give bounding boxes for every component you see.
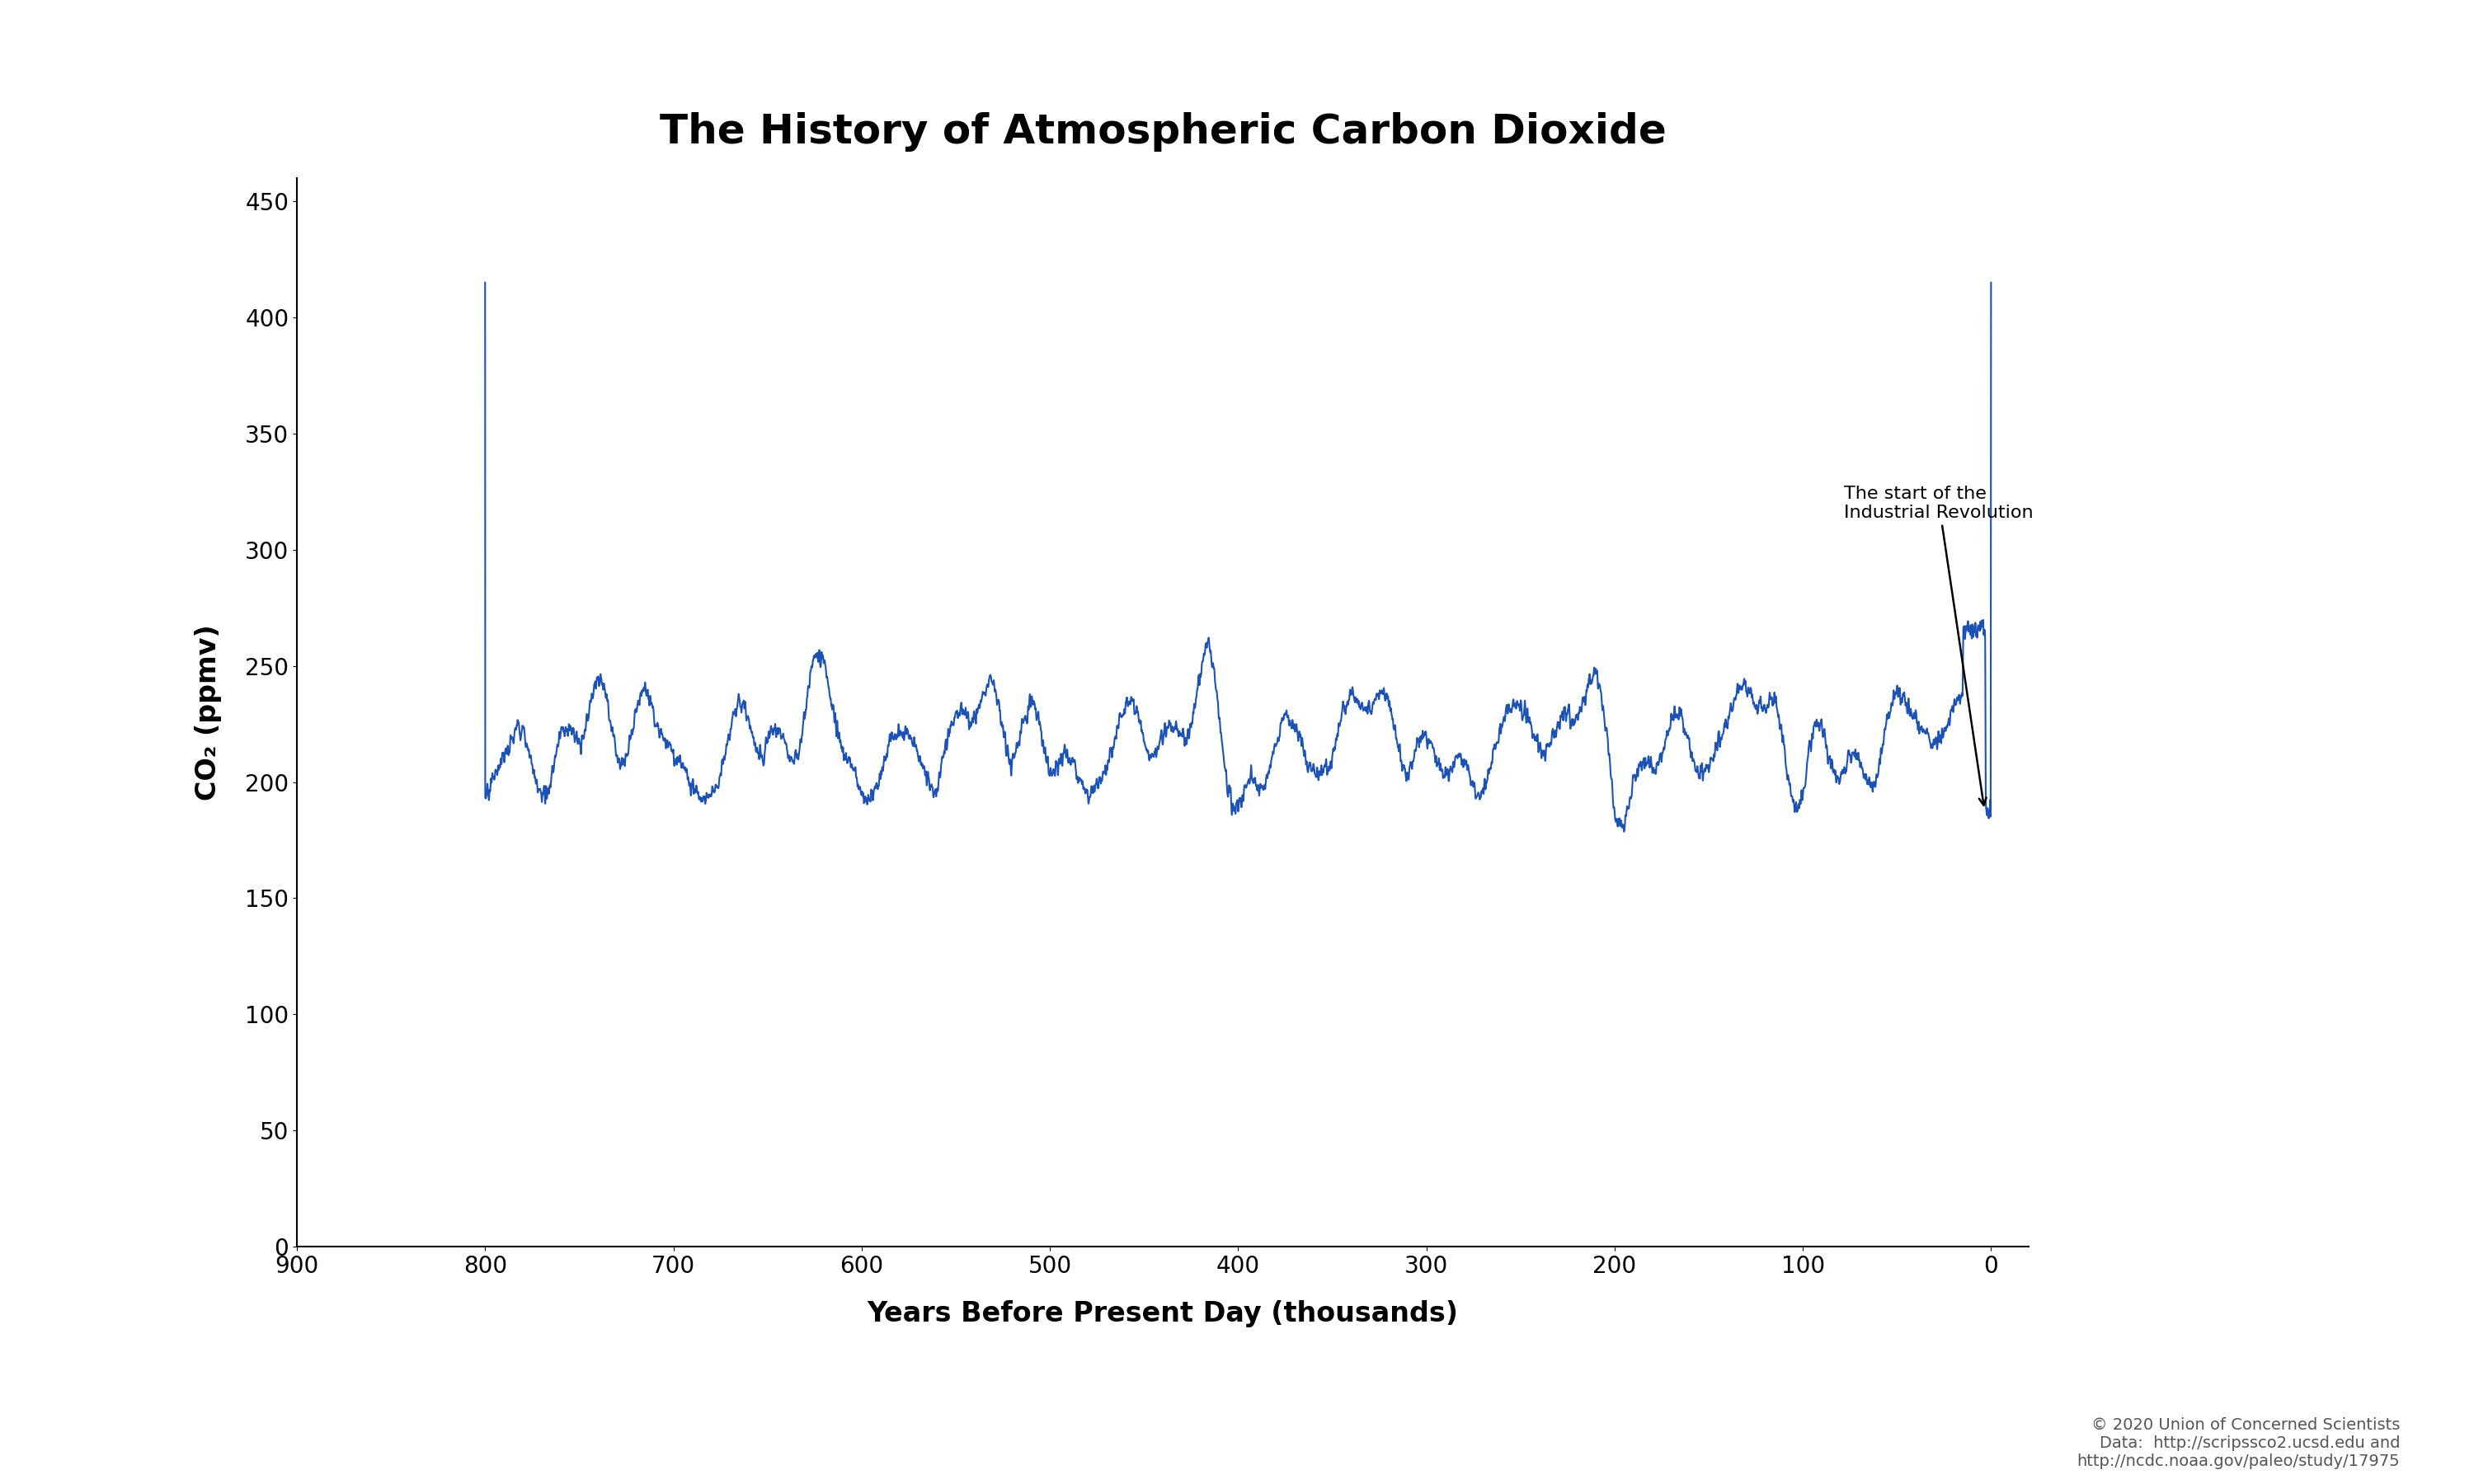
Y-axis label: CO₂ (ppmv): CO₂ (ppmv) [195,625,223,800]
X-axis label: Years Before Present Day (thousands): Years Before Present Day (thousands) [866,1300,1460,1328]
Text: The start of the
Industrial Revolution: The start of the Industrial Revolution [1843,485,2034,806]
Title: The History of Atmospheric Carbon Dioxide: The History of Atmospheric Carbon Dioxid… [661,113,1665,151]
Text: © 2020 Union of Concerned Scientists
Data:  http://scripssco2.ucsd.edu and
http:: © 2020 Union of Concerned Scientists Dat… [2076,1417,2400,1469]
